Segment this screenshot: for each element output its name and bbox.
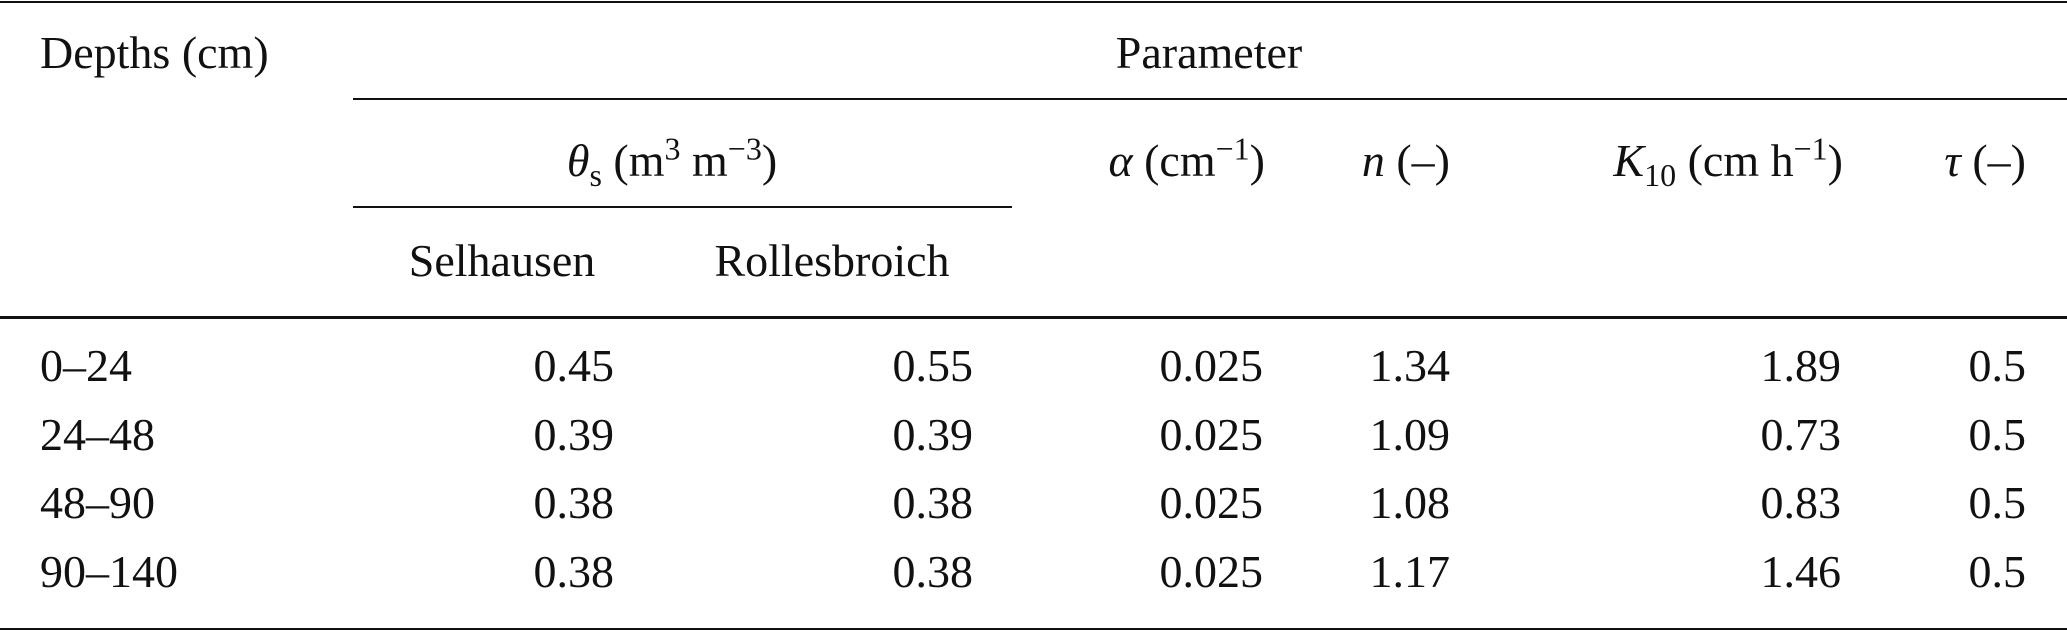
- row-label: 0–24: [40, 340, 132, 391]
- superscript: −1: [1793, 130, 1828, 167]
- row-label: 24–48: [40, 409, 155, 460]
- unit: (–): [1960, 135, 2026, 186]
- column-header: θs (m3 m−3): [566, 130, 778, 194]
- symbol: θ: [566, 135, 590, 186]
- cell: 0.73: [1760, 409, 1842, 460]
- superscript: 3: [664, 130, 681, 167]
- header-rule: [0, 316, 2067, 319]
- symbol: K: [1613, 135, 1645, 186]
- cell: 0.025: [1159, 477, 1264, 528]
- column-header: α (cm−1): [1108, 131, 1265, 191]
- superscript: −3: [727, 130, 762, 167]
- symbol: α: [1108, 135, 1133, 186]
- symbol: τ: [1944, 135, 1961, 186]
- cell: 1.46: [1760, 546, 1842, 597]
- cell: 0.38: [533, 546, 615, 597]
- bottom-rule: [0, 628, 2067, 630]
- cell: 0.5: [1968, 546, 2027, 597]
- column-header: n (–): [1362, 131, 1450, 191]
- cell: 0.55: [892, 340, 974, 391]
- column-header: K10 (cm h−1): [1613, 130, 1843, 194]
- cell: 0.38: [892, 477, 974, 528]
- unit: m: [680, 135, 728, 186]
- cell: 1.89: [1760, 340, 1842, 391]
- cell: 1.17: [1369, 546, 1451, 597]
- cell: 0.38: [892, 546, 974, 597]
- unit: ): [1827, 135, 1843, 186]
- unit: (cm h: [1676, 135, 1794, 186]
- spanner-header: Parameter: [1115, 27, 1303, 78]
- cell: 0.39: [533, 409, 615, 460]
- cell: 0.38: [533, 477, 615, 528]
- cell: 1.09: [1369, 409, 1451, 460]
- superscript: −1: [1215, 130, 1250, 167]
- cell: 0.39: [892, 409, 974, 460]
- unit: (cm: [1132, 135, 1216, 186]
- unit: ): [1249, 135, 1265, 186]
- cell: 1.08: [1369, 477, 1451, 528]
- cell: 0.5: [1968, 477, 2027, 528]
- sub-column-header: Rollesbroich: [714, 235, 950, 286]
- cell: 0.5: [1968, 409, 2027, 460]
- row-label: 90–140: [40, 546, 178, 597]
- subscript: s: [589, 157, 602, 194]
- column-header: τ (–): [1944, 131, 2026, 191]
- row-label: 48–90: [40, 477, 155, 528]
- sub-column-header: Selhausen: [408, 235, 596, 286]
- top-rule: [0, 1, 2067, 3]
- unit: ): [761, 135, 778, 186]
- spanner-rule: [353, 98, 2067, 100]
- unit: (m: [601, 135, 665, 186]
- column-rule: [353, 206, 1012, 208]
- cell: 0.5: [1968, 340, 2027, 391]
- subscript: 10: [1644, 157, 1677, 194]
- cell: 0.83: [1760, 477, 1842, 528]
- symbol: n: [1361, 135, 1385, 186]
- cell: 0.45: [533, 340, 615, 391]
- stub-header: Depths (cm): [40, 27, 269, 78]
- cell: 1.34: [1369, 340, 1451, 391]
- unit: (–): [1384, 135, 1450, 186]
- cell: 0.025: [1159, 409, 1264, 460]
- cell: 0.025: [1159, 546, 1264, 597]
- cell: 0.025: [1159, 340, 1264, 391]
